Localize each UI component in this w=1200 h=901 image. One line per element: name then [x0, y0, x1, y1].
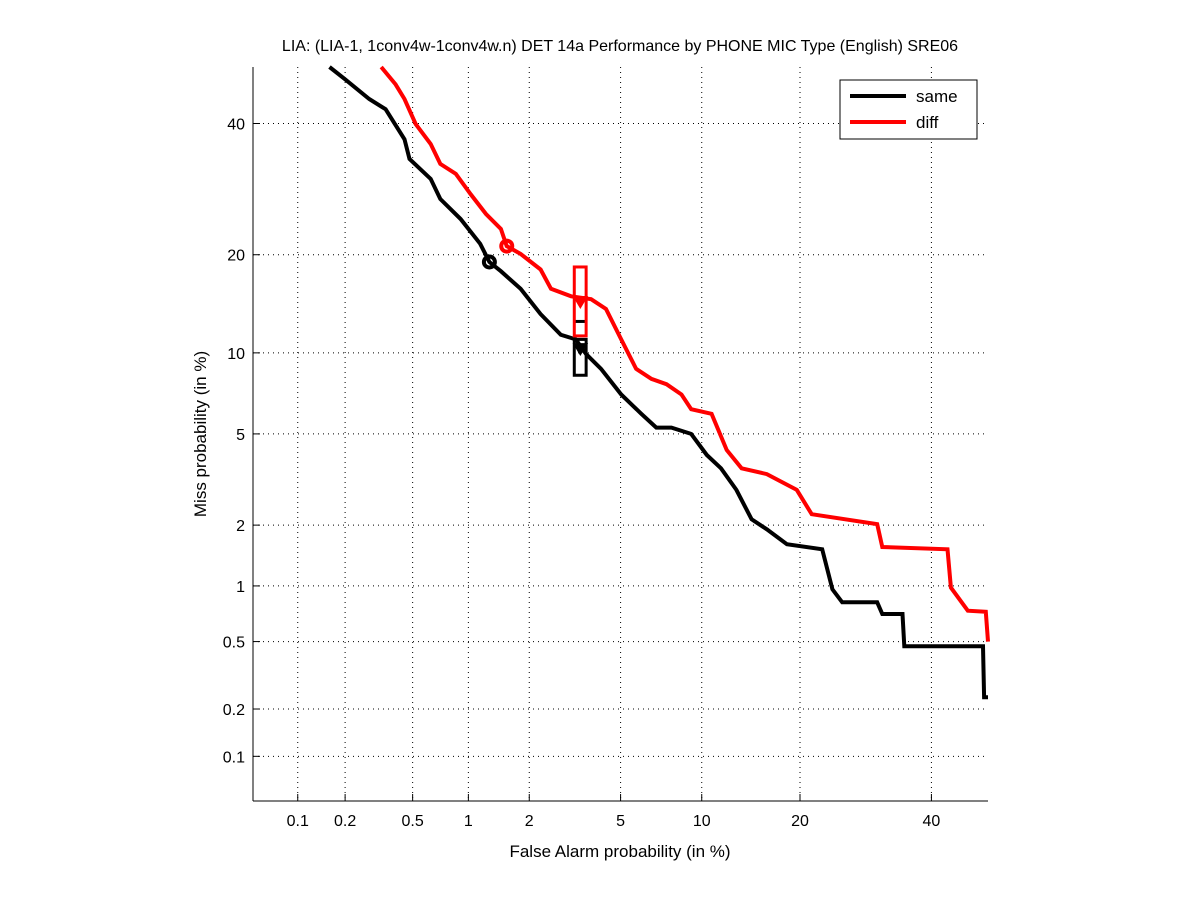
y-tick-label: 0.1 [223, 749, 245, 766]
y-tick-label: 10 [227, 346, 245, 363]
y-tick-label: 1 [236, 579, 245, 596]
actual-dcf-marker-diff [572, 296, 589, 309]
legend-label-diff: diff [916, 113, 939, 132]
x-tick-label: 20 [791, 813, 809, 830]
x-tick-label: 0.1 [287, 813, 309, 830]
series-line-same [328, 65, 988, 700]
y-tick-label: 0.5 [223, 635, 245, 652]
x-tick-label: 5 [616, 813, 625, 830]
y-tick-label: 40 [227, 117, 245, 134]
x-tick-label: 2 [525, 813, 534, 830]
y-tick-label: 0.2 [223, 702, 245, 719]
y-axis-label: Miss probability (in %) [191, 351, 210, 517]
x-tick-label: 0.5 [402, 813, 424, 830]
x-tick-label: 40 [923, 813, 941, 830]
legend-box [839, 79, 978, 140]
y-tick-label: 20 [227, 248, 245, 265]
y-tick-label: 2 [236, 518, 245, 535]
x-tick-label: 10 [693, 813, 711, 830]
y-tick-label: 5 [236, 427, 245, 444]
legend-label-same: same [916, 87, 958, 106]
x-ticks: 0.1 0.2 0.5 1 2 5 10 20 40 [287, 794, 941, 830]
legend: same diff [839, 79, 978, 140]
actual-dcf-box-diff [572, 265, 588, 338]
chart-title: LIA: (LIA-1, 1conv4w-1conv4w.n) DET 14a … [282, 38, 958, 55]
series-layer [328, 65, 990, 700]
min-dcf-marker-same [481, 254, 497, 270]
x-axis-label: False Alarm probability (in %) [509, 842, 730, 861]
x-tick-label: 1 [464, 813, 473, 830]
series-line-diff [379, 65, 990, 642]
min-dcf-marker-diff [499, 238, 515, 254]
y-ticks: 0.1 0.2 0.5 1 2 5 10 20 40 [223, 117, 260, 766]
x-tick-label: 0.2 [334, 813, 356, 830]
grid [253, 67, 988, 801]
actual-dcf-box-same [572, 337, 588, 377]
actual-dcf-marker-same [572, 343, 589, 357]
